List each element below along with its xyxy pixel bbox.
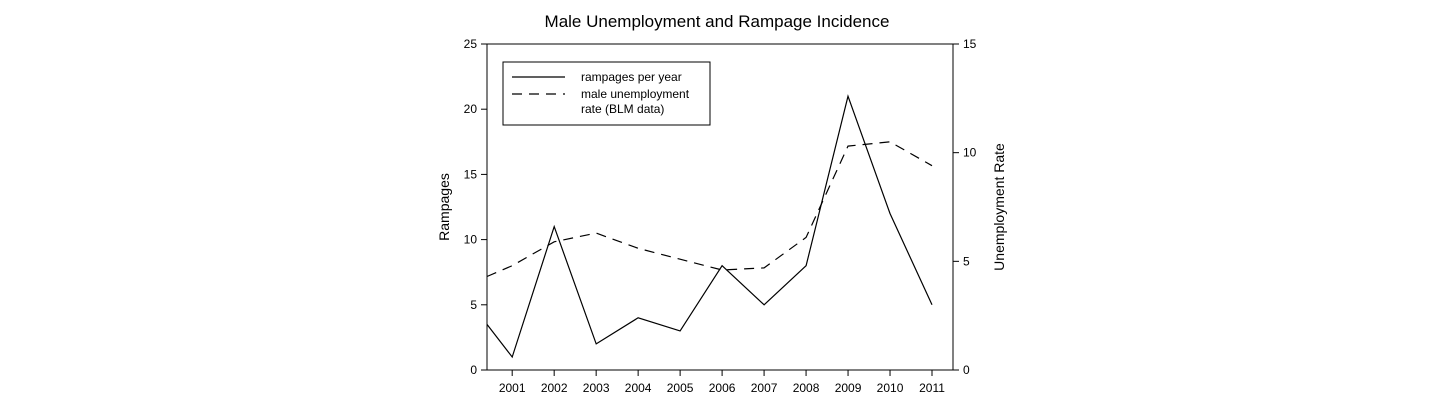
- x-tick-label: 2002: [541, 381, 568, 395]
- y-tick-label: 25: [464, 37, 478, 51]
- y2-tick-label: 0: [963, 363, 970, 377]
- left-axis-label: Rampages: [436, 173, 452, 241]
- y-tick-label: 10: [464, 233, 478, 247]
- plot-frame: [486, 43, 954, 371]
- y2-tick-label: 5: [963, 254, 970, 268]
- right-axis-ticks: 0 5 10 15: [953, 37, 977, 377]
- legend-box: [502, 61, 711, 126]
- legend-label-unemployment-line2: rate (BLM data): [581, 102, 664, 116]
- y2-tick-label: 10: [963, 146, 977, 160]
- y-tick-label: 5: [470, 298, 477, 312]
- x-tick-label: 2008: [793, 381, 820, 395]
- y-tick-label: 20: [464, 102, 478, 116]
- x-tick-label: 2001: [499, 381, 526, 395]
- x-tick-label: 2011: [919, 381, 945, 395]
- x-tick-label: 2007: [751, 381, 778, 395]
- y2-tick-label: 15: [963, 37, 977, 51]
- series-group: [486, 94, 933, 359]
- x-axis-ticks: 2001 2002 2003 2004 2005 2006 2007 2008 2009 2010…: [499, 370, 945, 395]
- x-tick-label: 2005: [667, 381, 694, 395]
- legend-label-rampages: rampages per year: [581, 70, 682, 84]
- x-tick-label: 2004: [625, 381, 652, 395]
- left-axis-ticks: 0 5 10 15 20 25: [464, 37, 487, 377]
- x-tick-label: 2006: [709, 381, 736, 395]
- x-tick-label: 2009: [835, 381, 862, 395]
- series-line-rampages: [486, 94, 933, 359]
- series-line-unemployment: [486, 141, 933, 278]
- y-tick-label: 15: [464, 167, 478, 181]
- chart-title: Male Unemployment and Rampage Incidence: [545, 12, 890, 31]
- y-tick-label: 0: [470, 363, 477, 377]
- x-tick-label: 2010: [877, 381, 904, 395]
- x-tick-label: 2003: [583, 381, 610, 395]
- right-axis-label: Unemployment Rate: [991, 143, 1007, 271]
- legend-label-unemployment-line1: male unemployment: [581, 87, 690, 101]
- legend: rampages per year male unemployment rate…: [502, 61, 711, 126]
